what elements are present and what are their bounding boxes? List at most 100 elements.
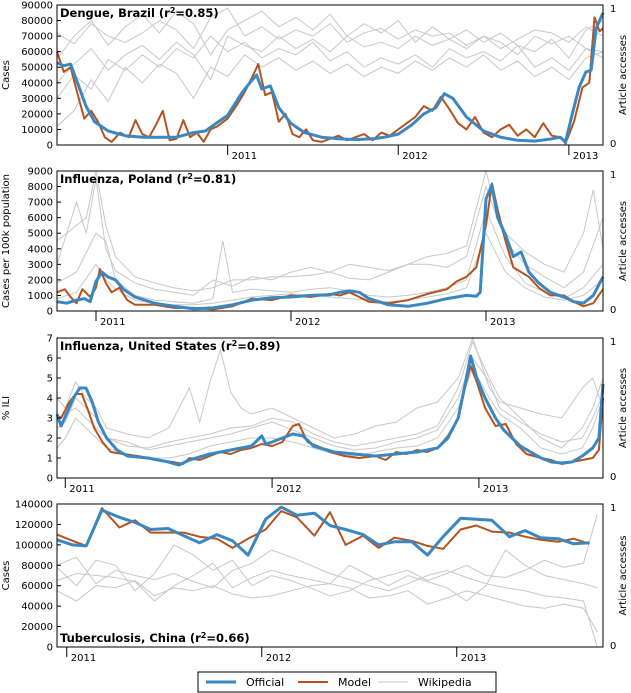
x-year-label: 2013 xyxy=(490,317,515,328)
y-tick-label: 4000 xyxy=(28,244,53,255)
right-axis-label: Article accesses xyxy=(618,368,629,448)
y-tick-label: 7 xyxy=(47,334,53,345)
right-axis-label: Article accesses xyxy=(618,535,629,615)
y-axis-label: Cases per 100k population xyxy=(1,174,12,308)
x-year-label: 2011 xyxy=(100,317,125,328)
model-series-line xyxy=(56,182,604,311)
right-tick-label: 1 xyxy=(610,170,616,181)
y-tick-label: 70000 xyxy=(21,32,53,43)
legend-box xyxy=(197,671,497,693)
model-series-line xyxy=(56,507,590,550)
official-series-line xyxy=(56,183,605,311)
right-tick-label: 1 xyxy=(610,337,616,348)
y-tick-label: 60000 xyxy=(21,581,53,592)
x-year-label: 2013 xyxy=(461,653,486,664)
right-tick-label: 0 xyxy=(610,641,616,652)
y-tick-label: 7000 xyxy=(28,198,53,209)
y-tick-label: 0 xyxy=(47,643,53,654)
x-year-label: 2012 xyxy=(276,484,301,495)
legend-label-model: Model xyxy=(338,676,371,689)
wikipedia-series-line xyxy=(56,549,598,602)
chart-panel: 0 20000 40000 60000 80000 100000 120000 140000 0… xyxy=(1,500,629,665)
panel-title: Dengue, Brazil (r2=0.85) xyxy=(60,6,219,20)
y-tick-label: 8000 xyxy=(28,182,53,193)
x-year-label: 2013 xyxy=(573,151,598,162)
x-year-label: 2012 xyxy=(295,317,320,328)
y-tick-label: 100000 xyxy=(15,540,53,551)
x-year-label: 2012 xyxy=(266,653,291,664)
y-tick-label: 0 xyxy=(47,307,53,318)
legend-label-wikipedia: Wikipedia xyxy=(418,676,472,689)
wikipedia-series-line xyxy=(56,208,604,304)
wikipedia-series-line xyxy=(56,10,604,60)
y-tick-label: 2000 xyxy=(28,275,53,286)
official-series-line xyxy=(56,12,605,144)
y-tick-label: 10000 xyxy=(21,125,53,136)
wikipedia-series-line xyxy=(56,51,604,127)
right-tick-label: 0 xyxy=(610,472,616,483)
wikipedia-series-line xyxy=(56,514,598,597)
x-year-label: 2012 xyxy=(402,151,427,162)
y-tick-label: 3000 xyxy=(28,260,53,271)
y-tick-label: 0 xyxy=(47,474,53,485)
model-series-line xyxy=(56,16,604,145)
y-tick-label: 5 xyxy=(47,374,53,385)
y-tick-label: 0 xyxy=(47,141,53,152)
y-axis-label: % ILI xyxy=(1,396,12,420)
right-tick-label: 0 xyxy=(610,305,616,316)
wikipedia-series-line xyxy=(56,170,604,296)
chart-panel: 0 10000 20000 30000 40000 50000 60000 70000 8000… xyxy=(1,1,629,163)
plot-frame xyxy=(56,337,604,479)
y-tick-label: 20000 xyxy=(21,109,53,120)
official-series-line xyxy=(56,505,590,557)
y-tick-label: 40000 xyxy=(21,602,53,613)
chart-panel: 0 1 2 3 4 5 6 7 0 1 2011 2012 2013 % ILI Article acces… xyxy=(1,334,629,496)
x-year-label: 2011 xyxy=(71,653,96,664)
y-tick-label: 60000 xyxy=(21,47,53,58)
plot-frame xyxy=(56,503,604,648)
y-tick-label: 6 xyxy=(47,354,53,365)
x-year-label: 2011 xyxy=(232,151,257,162)
y-tick-label: 9000 xyxy=(28,167,53,178)
right-tick-label: 1 xyxy=(610,503,616,514)
y-axis-label: Cases xyxy=(1,561,12,591)
plot-frame xyxy=(56,4,604,146)
panel-title: Tuberculosis, China (r2=0.66) xyxy=(60,631,250,645)
chart-panel: 0 1000 2000 3000 4000 5000 6000 7000 8000 9000 0 1 2… xyxy=(1,167,629,329)
y-tick-label: 1000 xyxy=(28,291,53,302)
wikipedia-series-line xyxy=(56,35,604,99)
y-tick-label: 2 xyxy=(47,434,53,445)
right-tick-label: 1 xyxy=(610,4,616,15)
y-axis-label: Cases xyxy=(1,60,12,90)
y-tick-label: 140000 xyxy=(15,500,53,511)
right-tick-label: 0 xyxy=(610,139,616,150)
wikipedia-series-line xyxy=(56,356,604,451)
y-tick-label: 20000 xyxy=(21,622,53,633)
right-axis-label: Article accesses xyxy=(618,35,629,115)
x-year-label: 2013 xyxy=(483,484,508,495)
y-tick-label: 80000 xyxy=(21,561,53,572)
official-series-line xyxy=(55,354,605,467)
panel-title: Influenza, Poland (r2=0.81) xyxy=(60,172,236,186)
y-tick-label: 120000 xyxy=(15,520,53,531)
y-tick-label: 5000 xyxy=(28,229,53,240)
y-tick-label: 3 xyxy=(47,414,53,425)
y-tick-label: 80000 xyxy=(21,16,53,27)
wikipedia-series-line xyxy=(56,7,604,50)
wikipedia-series-line xyxy=(56,580,598,632)
y-tick-label: 6000 xyxy=(28,213,53,224)
plot-frame xyxy=(56,170,604,312)
panel-title: Influenza, United States (r2=0.89) xyxy=(60,339,280,353)
panels: 0100002000030000400005000060000700008000… xyxy=(1,1,629,665)
y-tick-label: 4 xyxy=(47,394,53,405)
x-year-label: 2011 xyxy=(69,484,94,495)
wikipedia-series-line xyxy=(56,35,604,84)
legend-label-official: Official xyxy=(246,676,284,689)
legend: Official Model Wikipedia xyxy=(197,671,497,693)
wikipedia-series-line xyxy=(56,340,604,449)
y-tick-label: 30000 xyxy=(21,94,53,105)
y-tick-label: 1 xyxy=(47,454,53,465)
y-tick-label: 90000 xyxy=(21,1,53,12)
y-tick-label: 40000 xyxy=(21,78,53,89)
